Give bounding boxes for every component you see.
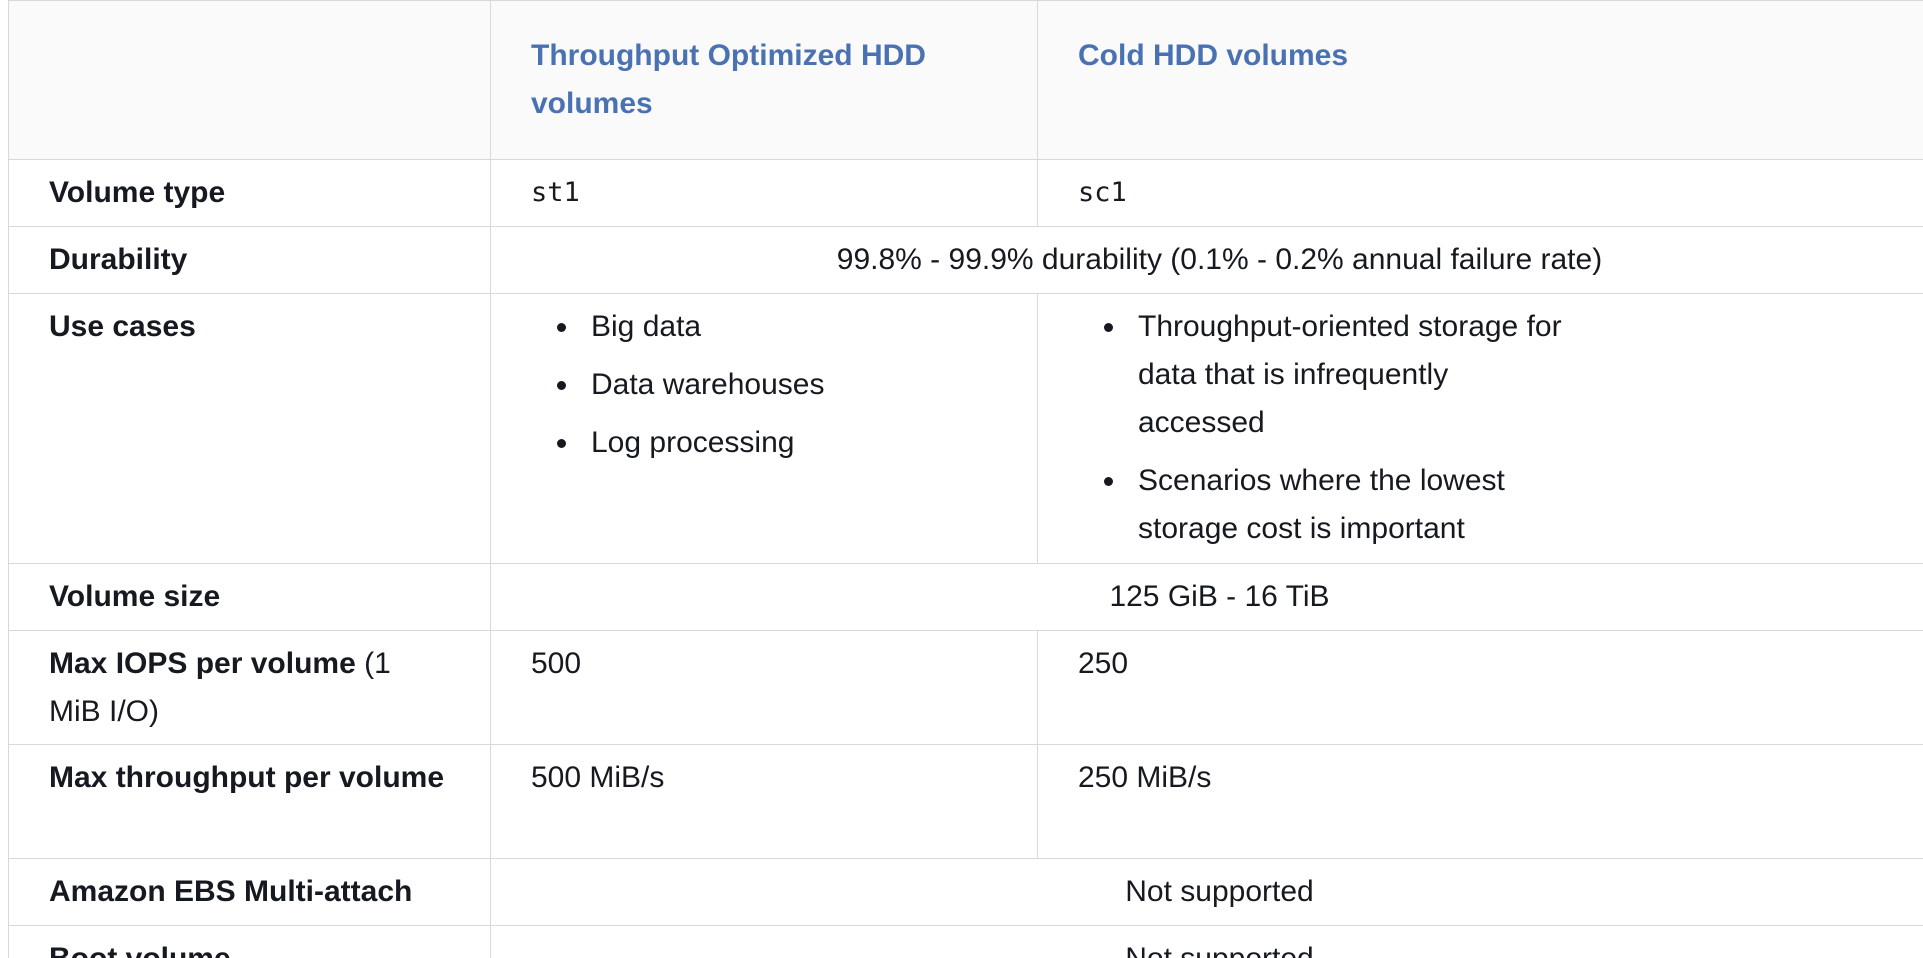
sc1-max-throughput: 250 MiB/s (1037, 744, 1923, 859)
comparison-table-container: Throughput Optimized HDD volumes Cold HD… (8, 0, 1923, 958)
table-row: Use cases Big data Data warehouses Log p… (8, 293, 1923, 564)
sc1-volume-type: sc1 (1037, 159, 1923, 227)
volume-size-value: 125 GiB - 16 TiB (490, 563, 1923, 631)
header-cold-hdd: Cold HDD volumes (1037, 0, 1923, 160)
bullet-icon (1104, 477, 1113, 486)
use-case-text: Log processing (591, 426, 795, 459)
bullet-icon (557, 439, 566, 448)
st1-volume-type: st1 (490, 159, 1038, 227)
table-row: Boot volume Not supported (8, 925, 1923, 958)
header-throughput-optimized-hdd: Throughput Optimized HDD volumes (490, 0, 1038, 160)
st1-max-throughput: 500 MiB/s (490, 744, 1038, 859)
list-item: Throughput-oriented storage for data tha… (1104, 303, 1568, 447)
row-label-max-iops: Max IOPS per volume (1 MiB I/O) (8, 630, 491, 745)
hdd-volume-comparison-table: Throughput Optimized HDD volumes Cold HD… (8, 0, 1923, 958)
table-header-row: Throughput Optimized HDD volumes Cold HD… (8, 0, 1923, 160)
durability-value: 99.8% - 99.9% durability (0.1% - 0.2% an… (490, 226, 1923, 294)
table-row: Volume size 125 GiB - 16 TiB (8, 563, 1923, 631)
row-label-use-cases: Use cases (8, 293, 491, 564)
row-label-volume-size: Volume size (8, 563, 491, 631)
use-case-text: Big data (591, 310, 702, 343)
max-iops-label-bold: Max IOPS per volume (49, 647, 356, 680)
list-item: Log processing (557, 419, 997, 467)
st1-use-case-list: Big data Data warehouses Log processing (531, 303, 997, 467)
header-empty-cell (8, 0, 491, 160)
boot-volume-value: Not supported (490, 925, 1923, 958)
table-row: Max throughput per volume 500 MiB/s 250 … (8, 744, 1923, 859)
row-label-volume-type: Volume type (8, 159, 491, 227)
sc1-use-case-list: Throughput-oriented storage for data tha… (1078, 303, 1908, 553)
use-case-text: Throughput-oriented storage for data tha… (1138, 310, 1562, 439)
sc1-max-iops: 250 (1037, 630, 1923, 745)
max-iops-label-note: (1 MiB I/O) (49, 647, 391, 728)
list-item: Data warehouses (557, 361, 997, 409)
row-label-max-throughput: Max throughput per volume (8, 744, 491, 859)
use-case-text: Data warehouses (591, 368, 825, 401)
sc1-use-cases: Throughput-oriented storage for data tha… (1037, 293, 1923, 564)
bullet-icon (1104, 323, 1113, 332)
row-label-durability: Durability (8, 226, 491, 294)
st1-max-iops: 500 (490, 630, 1038, 745)
list-item: Big data (557, 303, 997, 351)
use-case-text: Scenarios where the lowest storage cost … (1138, 464, 1505, 545)
st1-use-cases: Big data Data warehouses Log processing (490, 293, 1038, 564)
table-row: Amazon EBS Multi-attach Not supported (8, 858, 1923, 926)
table-row: Volume type st1 sc1 (8, 159, 1923, 227)
list-item: Scenarios where the lowest storage cost … (1104, 457, 1568, 553)
multi-attach-value: Not supported (490, 858, 1923, 926)
row-label-boot-volume: Boot volume (8, 925, 491, 958)
bullet-icon (557, 323, 566, 332)
table-row: Durability 99.8% - 99.9% durability (0.1… (8, 226, 1923, 294)
bullet-icon (557, 381, 566, 390)
table-row: Max IOPS per volume (1 MiB I/O) 500 250 (8, 630, 1923, 745)
row-label-multi-attach: Amazon EBS Multi-attach (8, 858, 491, 926)
